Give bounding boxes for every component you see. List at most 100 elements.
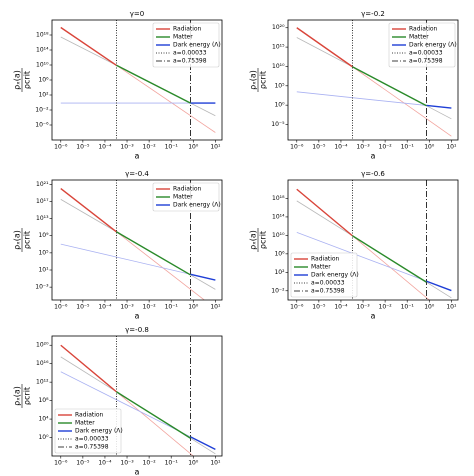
x-tick-label: 10⁻¹ — [165, 144, 179, 151]
subplot: 10⁻⁶ 10⁻⁵ 10⁻⁴ 10⁻³ 10⁻² 10⁻¹ 10⁰ 10¹ 10⁻⁶ 10⁻² 10… — [13, 10, 223, 161]
subplot: 10⁻⁶ 10⁻⁵ 10⁻⁴ 10⁻³ 10⁻² 10⁻¹ 10⁰ 10¹ 10⁰ 10⁴ 10⁸ 1… — [13, 326, 223, 476]
x-tick-label: 10⁻⁶ — [290, 304, 304, 311]
subplot-title: γ=0 — [130, 10, 144, 18]
plot-area — [296, 180, 452, 300]
x-tick-label: 10⁻¹ — [401, 304, 415, 311]
series-line — [352, 235, 427, 283]
legend-label: Matter — [173, 34, 193, 41]
legend-label: Matter — [75, 420, 95, 427]
y-tick-label: 10²⁰ — [36, 342, 49, 349]
y-label-denominator: ρcrit — [23, 387, 32, 405]
x-axis-label: a — [135, 312, 140, 321]
x-tick-label: 10⁻¹ — [401, 144, 415, 151]
y-label-denominator: ρcrit — [259, 231, 268, 249]
axes-frame — [51, 179, 223, 301]
legend-label: Radiation — [409, 26, 438, 33]
y-tick-label: 10⁻² — [35, 107, 49, 114]
axes-frame — [287, 19, 459, 141]
y-tick-label: 10²⁰ — [272, 24, 285, 31]
x-tick-label: 10⁻⁵ — [76, 460, 90, 467]
x-tick-label: 10⁻³ — [356, 304, 370, 311]
x-axis-label: a — [371, 152, 376, 161]
x-tick-label: 10⁻² — [143, 144, 157, 151]
y-tick-label: 10⁻² — [271, 287, 285, 294]
y-tick-label: 10⁻⁵ — [271, 121, 285, 128]
legend-label: a=0.00033 — [311, 280, 345, 287]
legend-box — [388, 22, 456, 68]
series-line — [296, 27, 353, 68]
series-line — [426, 104, 452, 109]
y-tick-label: 10¹ — [38, 267, 49, 274]
legend-label: a=0.75398 — [173, 58, 207, 65]
x-tick-label: 10⁻⁶ — [54, 460, 68, 467]
legend-label: Radiation — [173, 26, 202, 33]
legend-label: Dark energy (Λ) — [173, 42, 221, 49]
series-line — [190, 436, 216, 450]
x-tick-label: 10⁻⁴ — [334, 144, 348, 151]
y-tick-label: 10⁹ — [38, 232, 49, 239]
y-tick-label: 10⁰ — [274, 102, 285, 109]
series-line — [426, 280, 452, 292]
y-tick-label: 10¹⁴ — [272, 213, 285, 220]
x-tick-label: 10⁻⁶ — [54, 304, 68, 311]
series-line — [352, 66, 427, 107]
legend-label: Matter — [409, 34, 429, 41]
y-label-denominator: ρcrit — [23, 71, 32, 89]
plot-area — [60, 180, 216, 300]
legend-label: a=0.00033 — [173, 50, 207, 57]
plot-area — [296, 20, 452, 140]
subplot-title: γ=-0.6 — [361, 170, 385, 178]
x-axis-label: a — [135, 468, 140, 476]
x-tick-label: 10⁻³ — [120, 460, 134, 467]
legend-label: Matter — [173, 194, 193, 201]
legend-label: a=0.00033 — [75, 436, 109, 443]
x-tick-label: 10⁻³ — [120, 304, 134, 311]
x-tick-label: 10⁻⁶ — [290, 144, 304, 151]
legend-box — [290, 252, 358, 298]
x-tick-label: 10⁰ — [188, 144, 199, 151]
plot-area — [60, 336, 216, 456]
x-tick-label: 10¹ — [210, 304, 221, 311]
x-tick-label: 10⁻⁶ — [54, 144, 68, 151]
x-tick-label: 10⁻⁵ — [76, 304, 90, 311]
legend-label: a=0.75398 — [311, 288, 345, 295]
y-label-denominator: ρcrit — [23, 231, 32, 249]
y-tick-label: 10¹⁴ — [36, 47, 49, 54]
subplot: 10⁻⁶ 10⁻⁵ 10⁻⁴ 10⁻³ 10⁻² 10⁻¹ 10⁰ 10¹ 10⁻³ 10¹ 10⁵… — [13, 170, 223, 321]
y-tick-label: 10¹³ — [36, 215, 49, 222]
x-tick-label: 10⁰ — [424, 144, 435, 151]
subplot: 10⁻⁶ 10⁻⁵ 10⁻⁴ 10⁻³ 10⁻² 10⁻¹ 10⁰ 10¹ 10⁻² 10² 10⁶… — [249, 170, 459, 321]
y-tick-label: 10¹⁰ — [272, 232, 285, 239]
y-tick-label: 10² — [274, 269, 285, 276]
x-tick-label: 10⁻¹ — [165, 460, 179, 467]
x-tick-label: 10⁰ — [424, 304, 435, 311]
y-tick-label: 10⁻³ — [35, 284, 49, 291]
x-tick-label: 10⁻¹ — [165, 304, 179, 311]
y-tick-label: 10¹² — [36, 379, 49, 386]
legend-label: Dark energy (Λ) — [409, 42, 457, 49]
y-tick-label: 10⁵ — [274, 82, 285, 89]
x-tick-label: 10¹ — [446, 144, 457, 151]
series-line — [60, 188, 117, 233]
subplot-title: γ=-0.2 — [361, 10, 385, 18]
x-tick-label: 10⁻² — [143, 304, 157, 311]
series-line — [116, 391, 191, 439]
x-tick-label: 10⁻² — [379, 144, 393, 151]
y-label-numerator: ρₓ(a) — [249, 70, 258, 90]
y-label-numerator: ρₓ(a) — [13, 230, 22, 250]
x-axis-label: a — [371, 312, 376, 321]
y-tick-label: 10¹⁰ — [272, 63, 285, 70]
legend-label: a=0.75398 — [75, 444, 109, 451]
series-line — [116, 231, 191, 276]
legend-box — [152, 22, 220, 68]
legend-label: Dark energy (Λ) — [311, 272, 359, 279]
y-tick-label: 10⁸ — [38, 397, 49, 404]
legend-label: Radiation — [173, 186, 202, 193]
legend-label: Radiation — [311, 256, 340, 263]
x-axis-label: a — [135, 152, 140, 161]
series-line — [60, 344, 117, 393]
x-tick-label: 10⁻⁵ — [312, 304, 326, 311]
